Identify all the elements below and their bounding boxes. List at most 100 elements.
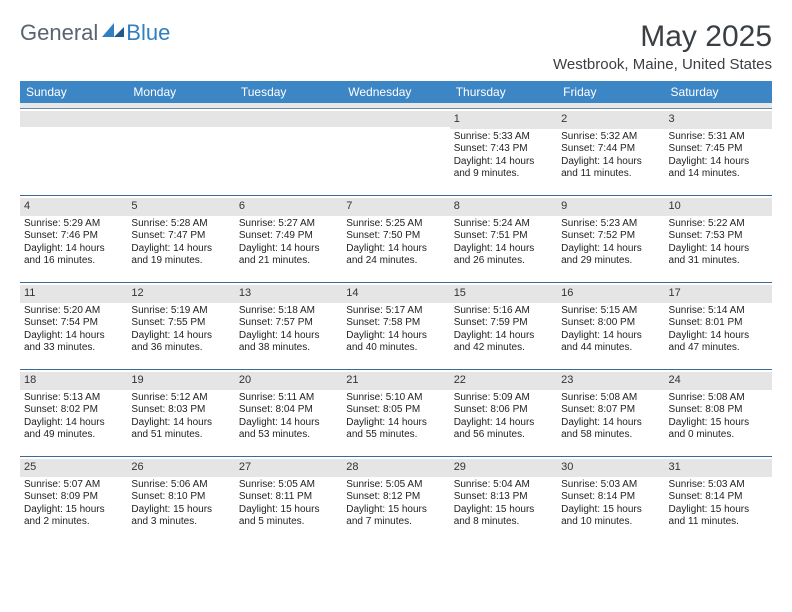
day-number: 26 bbox=[127, 459, 234, 477]
day-number: 6 bbox=[235, 198, 342, 216]
day-cell: 1Sunrise: 5:33 AMSunset: 7:43 PMDaylight… bbox=[450, 109, 557, 195]
calendar: SundayMondayTuesdayWednesdayThursdayFrid… bbox=[20, 81, 772, 543]
day-cell: 16Sunrise: 5:15 AMSunset: 8:00 PMDayligh… bbox=[557, 283, 664, 369]
sunrise-line: Sunrise: 5:03 AM bbox=[561, 479, 660, 492]
weekday-header-cell: Friday bbox=[557, 81, 664, 103]
sunset-line: Sunset: 7:44 PM bbox=[561, 143, 660, 156]
day-number: 13 bbox=[235, 285, 342, 303]
sunset-line: Sunset: 8:01 PM bbox=[669, 317, 768, 330]
daylight-line: Daylight: 15 hours and 5 minutes. bbox=[239, 504, 338, 529]
daylight-line: Daylight: 14 hours and 36 minutes. bbox=[131, 330, 230, 355]
day-cell: 5Sunrise: 5:28 AMSunset: 7:47 PMDaylight… bbox=[127, 196, 234, 282]
sunset-line: Sunset: 7:51 PM bbox=[454, 230, 553, 243]
daylight-line: Daylight: 14 hours and 53 minutes. bbox=[239, 417, 338, 442]
title-block: May 2025 Westbrook, Maine, United States bbox=[553, 20, 772, 73]
day-number: 19 bbox=[127, 372, 234, 390]
logo-text-general: General bbox=[20, 20, 98, 46]
sunset-line: Sunset: 8:07 PM bbox=[561, 404, 660, 417]
day-cell: 22Sunrise: 5:09 AMSunset: 8:06 PMDayligh… bbox=[450, 370, 557, 456]
day-number: 28 bbox=[342, 459, 449, 477]
day-cell: 8Sunrise: 5:24 AMSunset: 7:51 PMDaylight… bbox=[450, 196, 557, 282]
sunrise-line: Sunrise: 5:15 AM bbox=[561, 305, 660, 318]
daylight-line: Daylight: 14 hours and 21 minutes. bbox=[239, 243, 338, 268]
daylight-line: Daylight: 14 hours and 56 minutes. bbox=[454, 417, 553, 442]
day-number: 16 bbox=[557, 285, 664, 303]
sunrise-line: Sunrise: 5:06 AM bbox=[131, 479, 230, 492]
week-row: 11Sunrise: 5:20 AMSunset: 7:54 PMDayligh… bbox=[20, 283, 772, 370]
daylight-line: Daylight: 14 hours and 33 minutes. bbox=[24, 330, 123, 355]
daylight-line: Daylight: 14 hours and 49 minutes. bbox=[24, 417, 123, 442]
day-cell: 25Sunrise: 5:07 AMSunset: 8:09 PMDayligh… bbox=[20, 457, 127, 543]
day-number: 24 bbox=[665, 372, 772, 390]
sunrise-line: Sunrise: 5:12 AM bbox=[131, 392, 230, 405]
day-cell: 4Sunrise: 5:29 AMSunset: 7:46 PMDaylight… bbox=[20, 196, 127, 282]
sunset-line: Sunset: 7:57 PM bbox=[239, 317, 338, 330]
daylight-line: Daylight: 14 hours and 11 minutes. bbox=[561, 156, 660, 181]
day-cell bbox=[20, 109, 127, 195]
day-cell: 21Sunrise: 5:10 AMSunset: 8:05 PMDayligh… bbox=[342, 370, 449, 456]
daylight-line: Daylight: 15 hours and 2 minutes. bbox=[24, 504, 123, 529]
week-row: 4Sunrise: 5:29 AMSunset: 7:46 PMDaylight… bbox=[20, 196, 772, 283]
day-number: 22 bbox=[450, 372, 557, 390]
sunrise-line: Sunrise: 5:24 AM bbox=[454, 218, 553, 231]
sunset-line: Sunset: 8:03 PM bbox=[131, 404, 230, 417]
sunset-line: Sunset: 7:50 PM bbox=[346, 230, 445, 243]
sunrise-line: Sunrise: 5:08 AM bbox=[561, 392, 660, 405]
sunset-line: Sunset: 7:59 PM bbox=[454, 317, 553, 330]
sunset-line: Sunset: 8:12 PM bbox=[346, 491, 445, 504]
daylight-line: Daylight: 14 hours and 24 minutes. bbox=[346, 243, 445, 268]
sunset-line: Sunset: 7:58 PM bbox=[346, 317, 445, 330]
daylight-line: Daylight: 14 hours and 29 minutes. bbox=[561, 243, 660, 268]
day-cell: 6Sunrise: 5:27 AMSunset: 7:49 PMDaylight… bbox=[235, 196, 342, 282]
daylight-line: Daylight: 14 hours and 16 minutes. bbox=[24, 243, 123, 268]
day-cell bbox=[235, 109, 342, 195]
sunrise-line: Sunrise: 5:29 AM bbox=[24, 218, 123, 231]
day-cell: 31Sunrise: 5:03 AMSunset: 8:14 PMDayligh… bbox=[665, 457, 772, 543]
sunrise-line: Sunrise: 5:14 AM bbox=[669, 305, 768, 318]
sunrise-line: Sunrise: 5:03 AM bbox=[669, 479, 768, 492]
day-number: 21 bbox=[342, 372, 449, 390]
sunrise-line: Sunrise: 5:32 AM bbox=[561, 131, 660, 144]
day-cell: 19Sunrise: 5:12 AMSunset: 8:03 PMDayligh… bbox=[127, 370, 234, 456]
logo-mark-icon bbox=[102, 23, 124, 37]
sunset-line: Sunset: 7:55 PM bbox=[131, 317, 230, 330]
weekday-header-cell: Wednesday bbox=[342, 81, 449, 103]
day-cell: 10Sunrise: 5:22 AMSunset: 7:53 PMDayligh… bbox=[665, 196, 772, 282]
sunset-line: Sunset: 7:47 PM bbox=[131, 230, 230, 243]
sunrise-line: Sunrise: 5:05 AM bbox=[239, 479, 338, 492]
sunset-line: Sunset: 8:06 PM bbox=[454, 404, 553, 417]
sunset-line: Sunset: 8:04 PM bbox=[239, 404, 338, 417]
daylight-line: Daylight: 14 hours and 26 minutes. bbox=[454, 243, 553, 268]
sunset-line: Sunset: 7:53 PM bbox=[669, 230, 768, 243]
day-cell: 14Sunrise: 5:17 AMSunset: 7:58 PMDayligh… bbox=[342, 283, 449, 369]
sunrise-line: Sunrise: 5:19 AM bbox=[131, 305, 230, 318]
sunrise-line: Sunrise: 5:18 AM bbox=[239, 305, 338, 318]
day-cell: 3Sunrise: 5:31 AMSunset: 7:45 PMDaylight… bbox=[665, 109, 772, 195]
day-number: 27 bbox=[235, 459, 342, 477]
day-number: 29 bbox=[450, 459, 557, 477]
sunset-line: Sunset: 7:52 PM bbox=[561, 230, 660, 243]
weekday-header-cell: Sunday bbox=[20, 81, 127, 103]
day-number bbox=[20, 111, 127, 127]
sunrise-line: Sunrise: 5:22 AM bbox=[669, 218, 768, 231]
day-cell: 17Sunrise: 5:14 AMSunset: 8:01 PMDayligh… bbox=[665, 283, 772, 369]
day-cell: 24Sunrise: 5:08 AMSunset: 8:08 PMDayligh… bbox=[665, 370, 772, 456]
logo: General Blue bbox=[20, 20, 170, 46]
daylight-line: Daylight: 14 hours and 55 minutes. bbox=[346, 417, 445, 442]
sunset-line: Sunset: 8:00 PM bbox=[561, 317, 660, 330]
day-number: 25 bbox=[20, 459, 127, 477]
day-number: 11 bbox=[20, 285, 127, 303]
day-cell: 23Sunrise: 5:08 AMSunset: 8:07 PMDayligh… bbox=[557, 370, 664, 456]
day-number: 14 bbox=[342, 285, 449, 303]
day-number: 18 bbox=[20, 372, 127, 390]
sunrise-line: Sunrise: 5:31 AM bbox=[669, 131, 768, 144]
sunset-line: Sunset: 8:14 PM bbox=[561, 491, 660, 504]
day-cell: 27Sunrise: 5:05 AMSunset: 8:11 PMDayligh… bbox=[235, 457, 342, 543]
weekday-header-cell: Saturday bbox=[665, 81, 772, 103]
day-number: 15 bbox=[450, 285, 557, 303]
daylight-line: Daylight: 14 hours and 31 minutes. bbox=[669, 243, 768, 268]
sunrise-line: Sunrise: 5:27 AM bbox=[239, 218, 338, 231]
day-number bbox=[127, 111, 234, 127]
sunset-line: Sunset: 8:02 PM bbox=[24, 404, 123, 417]
daylight-line: Daylight: 15 hours and 7 minutes. bbox=[346, 504, 445, 529]
